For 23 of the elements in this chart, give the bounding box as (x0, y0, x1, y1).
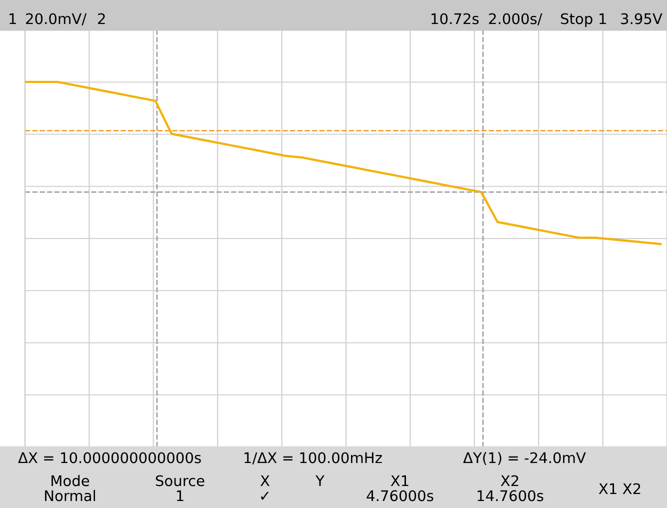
text: Mode (52, 474, 90, 486)
text: 1/ΔX = 100.00mHz (244, 452, 382, 464)
text: 1 (176, 490, 184, 502)
text: ΔX = 10.000000000000s (18, 452, 201, 464)
text: 20.0mV/ (26, 13, 87, 26)
text: 2.000s/ (489, 13, 542, 26)
text: X1 X2 (598, 483, 640, 494)
text: 10.72s (432, 13, 479, 24)
text: Stop (560, 13, 592, 28)
text: 1 (10, 13, 16, 24)
text: 4.76000s (366, 490, 434, 502)
text: ΔY(1) = -24.0mV (463, 452, 586, 465)
text: 2 (98, 13, 105, 24)
text: X (260, 475, 270, 486)
text: Source (156, 475, 204, 486)
text: X2 (500, 475, 518, 486)
text: Normal (45, 490, 96, 502)
text: 3.95V (621, 13, 662, 24)
text: 14.7600s (478, 490, 544, 502)
text: 1 (600, 13, 606, 24)
text: Y (316, 475, 324, 486)
text: ✓ (261, 492, 269, 500)
text: X1 (390, 475, 408, 486)
